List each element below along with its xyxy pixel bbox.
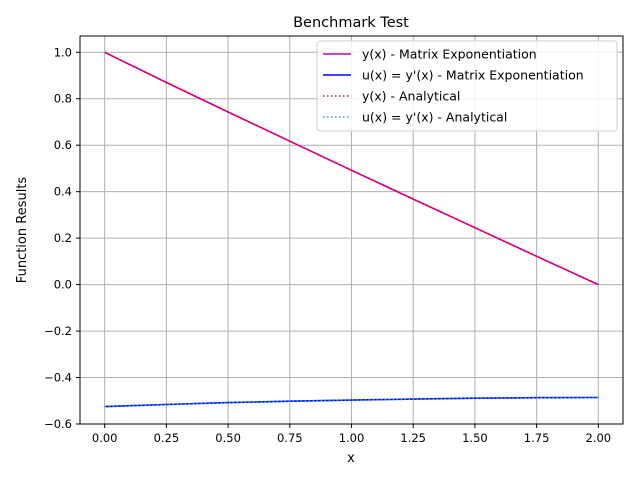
legend: y(x) - Matrix Exponentiation u(x) = y'(x)… xyxy=(316,40,618,132)
x-tick-label: 1.25 xyxy=(400,431,426,445)
x-tick-label: 1.00 xyxy=(339,431,365,445)
legend-label: y(x) - Matrix Exponentiation xyxy=(362,47,537,62)
legend-label: u(x) = y'(x) - Analytical xyxy=(362,110,507,125)
x-axis-label: x xyxy=(347,451,355,466)
chart-title: Benchmark Test xyxy=(293,15,409,31)
series-line-u-x-y-x-matrix-exponentiation xyxy=(104,396,599,408)
y-tick-label: 0.6 xyxy=(54,138,72,152)
x-tick-label: 0.25 xyxy=(154,431,180,445)
legend-label: y(x) - Analytical xyxy=(362,89,460,104)
y-tick-label: 0.8 xyxy=(54,92,72,106)
series-line-y-x-matrix-exponentiation xyxy=(104,51,599,286)
x-tick-label: 0.00 xyxy=(92,431,118,445)
x-tick-label: 1.75 xyxy=(524,431,550,445)
x-tick-label: 0.75 xyxy=(277,431,303,445)
y-tick-label: 0.0 xyxy=(54,278,72,292)
series-layer xyxy=(104,51,599,408)
y-tick-label: −0.4 xyxy=(44,371,72,385)
y-tick-label: 0.2 xyxy=(54,231,72,245)
legend-entries: y(x) - Matrix Exponentiation u(x) = y'(x)… xyxy=(323,47,584,125)
legend-box xyxy=(316,40,618,132)
ticks: 0.00 0.25 0.50 0.75 1.00 1.25 1.50 1.75 2.00 −0.6… xyxy=(44,45,611,445)
y-tick-label: −0.2 xyxy=(44,324,72,338)
x-tick-label: 1.50 xyxy=(462,431,488,445)
x-tick-label: 2.00 xyxy=(586,431,612,445)
y-tick-label: 0.4 xyxy=(54,185,72,199)
y-axis-label: Function Results xyxy=(15,177,30,284)
y-tick-label: 1.0 xyxy=(54,45,72,59)
x-tick-label: 0.50 xyxy=(215,431,241,445)
legend-label: u(x) = y'(x) - Matrix Exponentiation xyxy=(362,68,584,83)
y-tick-label: −0.6 xyxy=(44,417,72,431)
